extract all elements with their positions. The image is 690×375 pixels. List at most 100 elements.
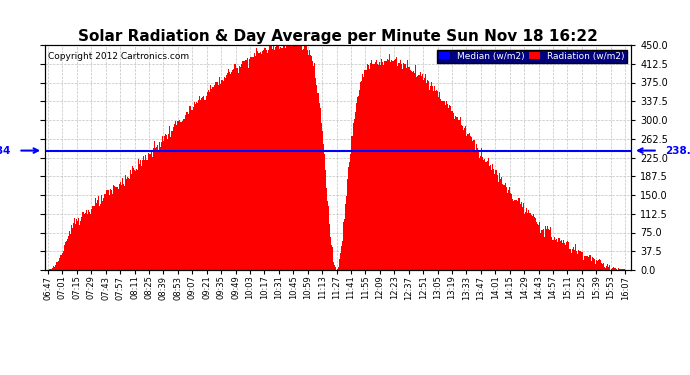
Bar bbox=[618, 268, 620, 270]
Bar bbox=[170, 137, 171, 270]
Bar bbox=[102, 201, 103, 270]
Bar bbox=[408, 67, 409, 270]
Bar bbox=[424, 74, 426, 270]
Bar bbox=[551, 237, 553, 270]
Bar bbox=[486, 160, 488, 270]
Bar bbox=[543, 229, 544, 270]
Bar bbox=[582, 252, 584, 270]
Bar bbox=[464, 128, 465, 270]
Bar bbox=[467, 134, 468, 270]
Bar bbox=[60, 255, 61, 270]
Bar bbox=[94, 206, 95, 270]
Bar bbox=[402, 69, 403, 270]
Bar bbox=[179, 120, 180, 270]
Bar bbox=[253, 57, 254, 270]
Bar bbox=[601, 263, 602, 270]
Bar bbox=[219, 84, 221, 270]
Bar bbox=[529, 213, 530, 270]
Bar bbox=[121, 178, 123, 270]
Bar bbox=[557, 242, 558, 270]
Bar bbox=[133, 168, 134, 270]
Bar bbox=[203, 96, 204, 270]
Bar bbox=[257, 53, 259, 270]
Bar bbox=[165, 134, 166, 270]
Bar bbox=[555, 238, 557, 270]
Bar bbox=[235, 64, 236, 270]
Bar bbox=[522, 203, 524, 270]
Bar bbox=[471, 137, 472, 270]
Bar bbox=[603, 264, 604, 270]
Bar bbox=[419, 75, 420, 270]
Bar bbox=[154, 141, 155, 270]
Bar bbox=[461, 125, 462, 270]
Bar bbox=[85, 213, 86, 270]
Bar bbox=[346, 196, 347, 270]
Bar bbox=[204, 100, 205, 270]
Bar bbox=[326, 188, 327, 270]
Bar bbox=[568, 242, 569, 270]
Bar bbox=[268, 50, 269, 270]
Bar bbox=[378, 65, 380, 270]
Bar bbox=[105, 194, 106, 270]
Bar bbox=[589, 255, 591, 270]
Bar bbox=[477, 148, 478, 270]
Bar bbox=[599, 259, 600, 270]
Bar bbox=[246, 60, 248, 270]
Bar bbox=[229, 72, 230, 270]
Bar bbox=[295, 42, 296, 270]
Bar bbox=[435, 91, 436, 270]
Bar bbox=[136, 170, 137, 270]
Bar bbox=[173, 128, 174, 270]
Bar bbox=[177, 121, 178, 270]
Bar bbox=[602, 264, 603, 270]
Bar bbox=[597, 261, 598, 270]
Bar bbox=[380, 65, 382, 270]
Bar bbox=[86, 210, 87, 270]
Bar bbox=[139, 164, 140, 270]
Bar bbox=[375, 62, 376, 270]
Bar bbox=[508, 190, 509, 270]
Bar bbox=[68, 236, 69, 270]
Bar bbox=[614, 268, 615, 270]
Bar bbox=[364, 70, 365, 270]
Bar bbox=[205, 100, 206, 270]
Bar bbox=[420, 72, 421, 270]
Bar bbox=[193, 106, 194, 270]
Bar bbox=[463, 130, 464, 270]
Bar bbox=[75, 224, 77, 270]
Bar bbox=[69, 231, 70, 270]
Bar bbox=[98, 196, 99, 270]
Bar bbox=[230, 74, 231, 270]
Bar bbox=[478, 150, 480, 270]
Bar bbox=[351, 136, 353, 270]
Bar bbox=[586, 256, 588, 270]
Bar bbox=[334, 265, 335, 270]
Bar bbox=[505, 183, 506, 270]
Bar bbox=[470, 136, 471, 270]
Bar bbox=[315, 78, 317, 270]
Bar bbox=[436, 90, 437, 270]
Bar bbox=[531, 214, 532, 270]
Bar bbox=[262, 51, 263, 270]
Bar bbox=[66, 241, 67, 270]
Bar bbox=[444, 100, 445, 270]
Bar bbox=[111, 190, 112, 270]
Bar bbox=[605, 268, 606, 270]
Bar bbox=[95, 198, 96, 270]
Bar bbox=[192, 111, 193, 270]
Bar bbox=[388, 54, 390, 270]
Bar bbox=[176, 125, 177, 270]
Bar bbox=[208, 90, 209, 270]
Bar bbox=[171, 131, 172, 270]
Bar bbox=[276, 46, 277, 270]
Bar bbox=[399, 63, 400, 270]
Bar bbox=[123, 184, 124, 270]
Bar bbox=[319, 108, 321, 270]
Bar bbox=[157, 145, 158, 270]
Bar bbox=[263, 50, 264, 270]
Bar bbox=[280, 47, 282, 270]
Bar bbox=[61, 255, 62, 270]
Bar bbox=[97, 200, 98, 270]
Bar bbox=[279, 49, 280, 270]
Bar bbox=[303, 49, 304, 270]
